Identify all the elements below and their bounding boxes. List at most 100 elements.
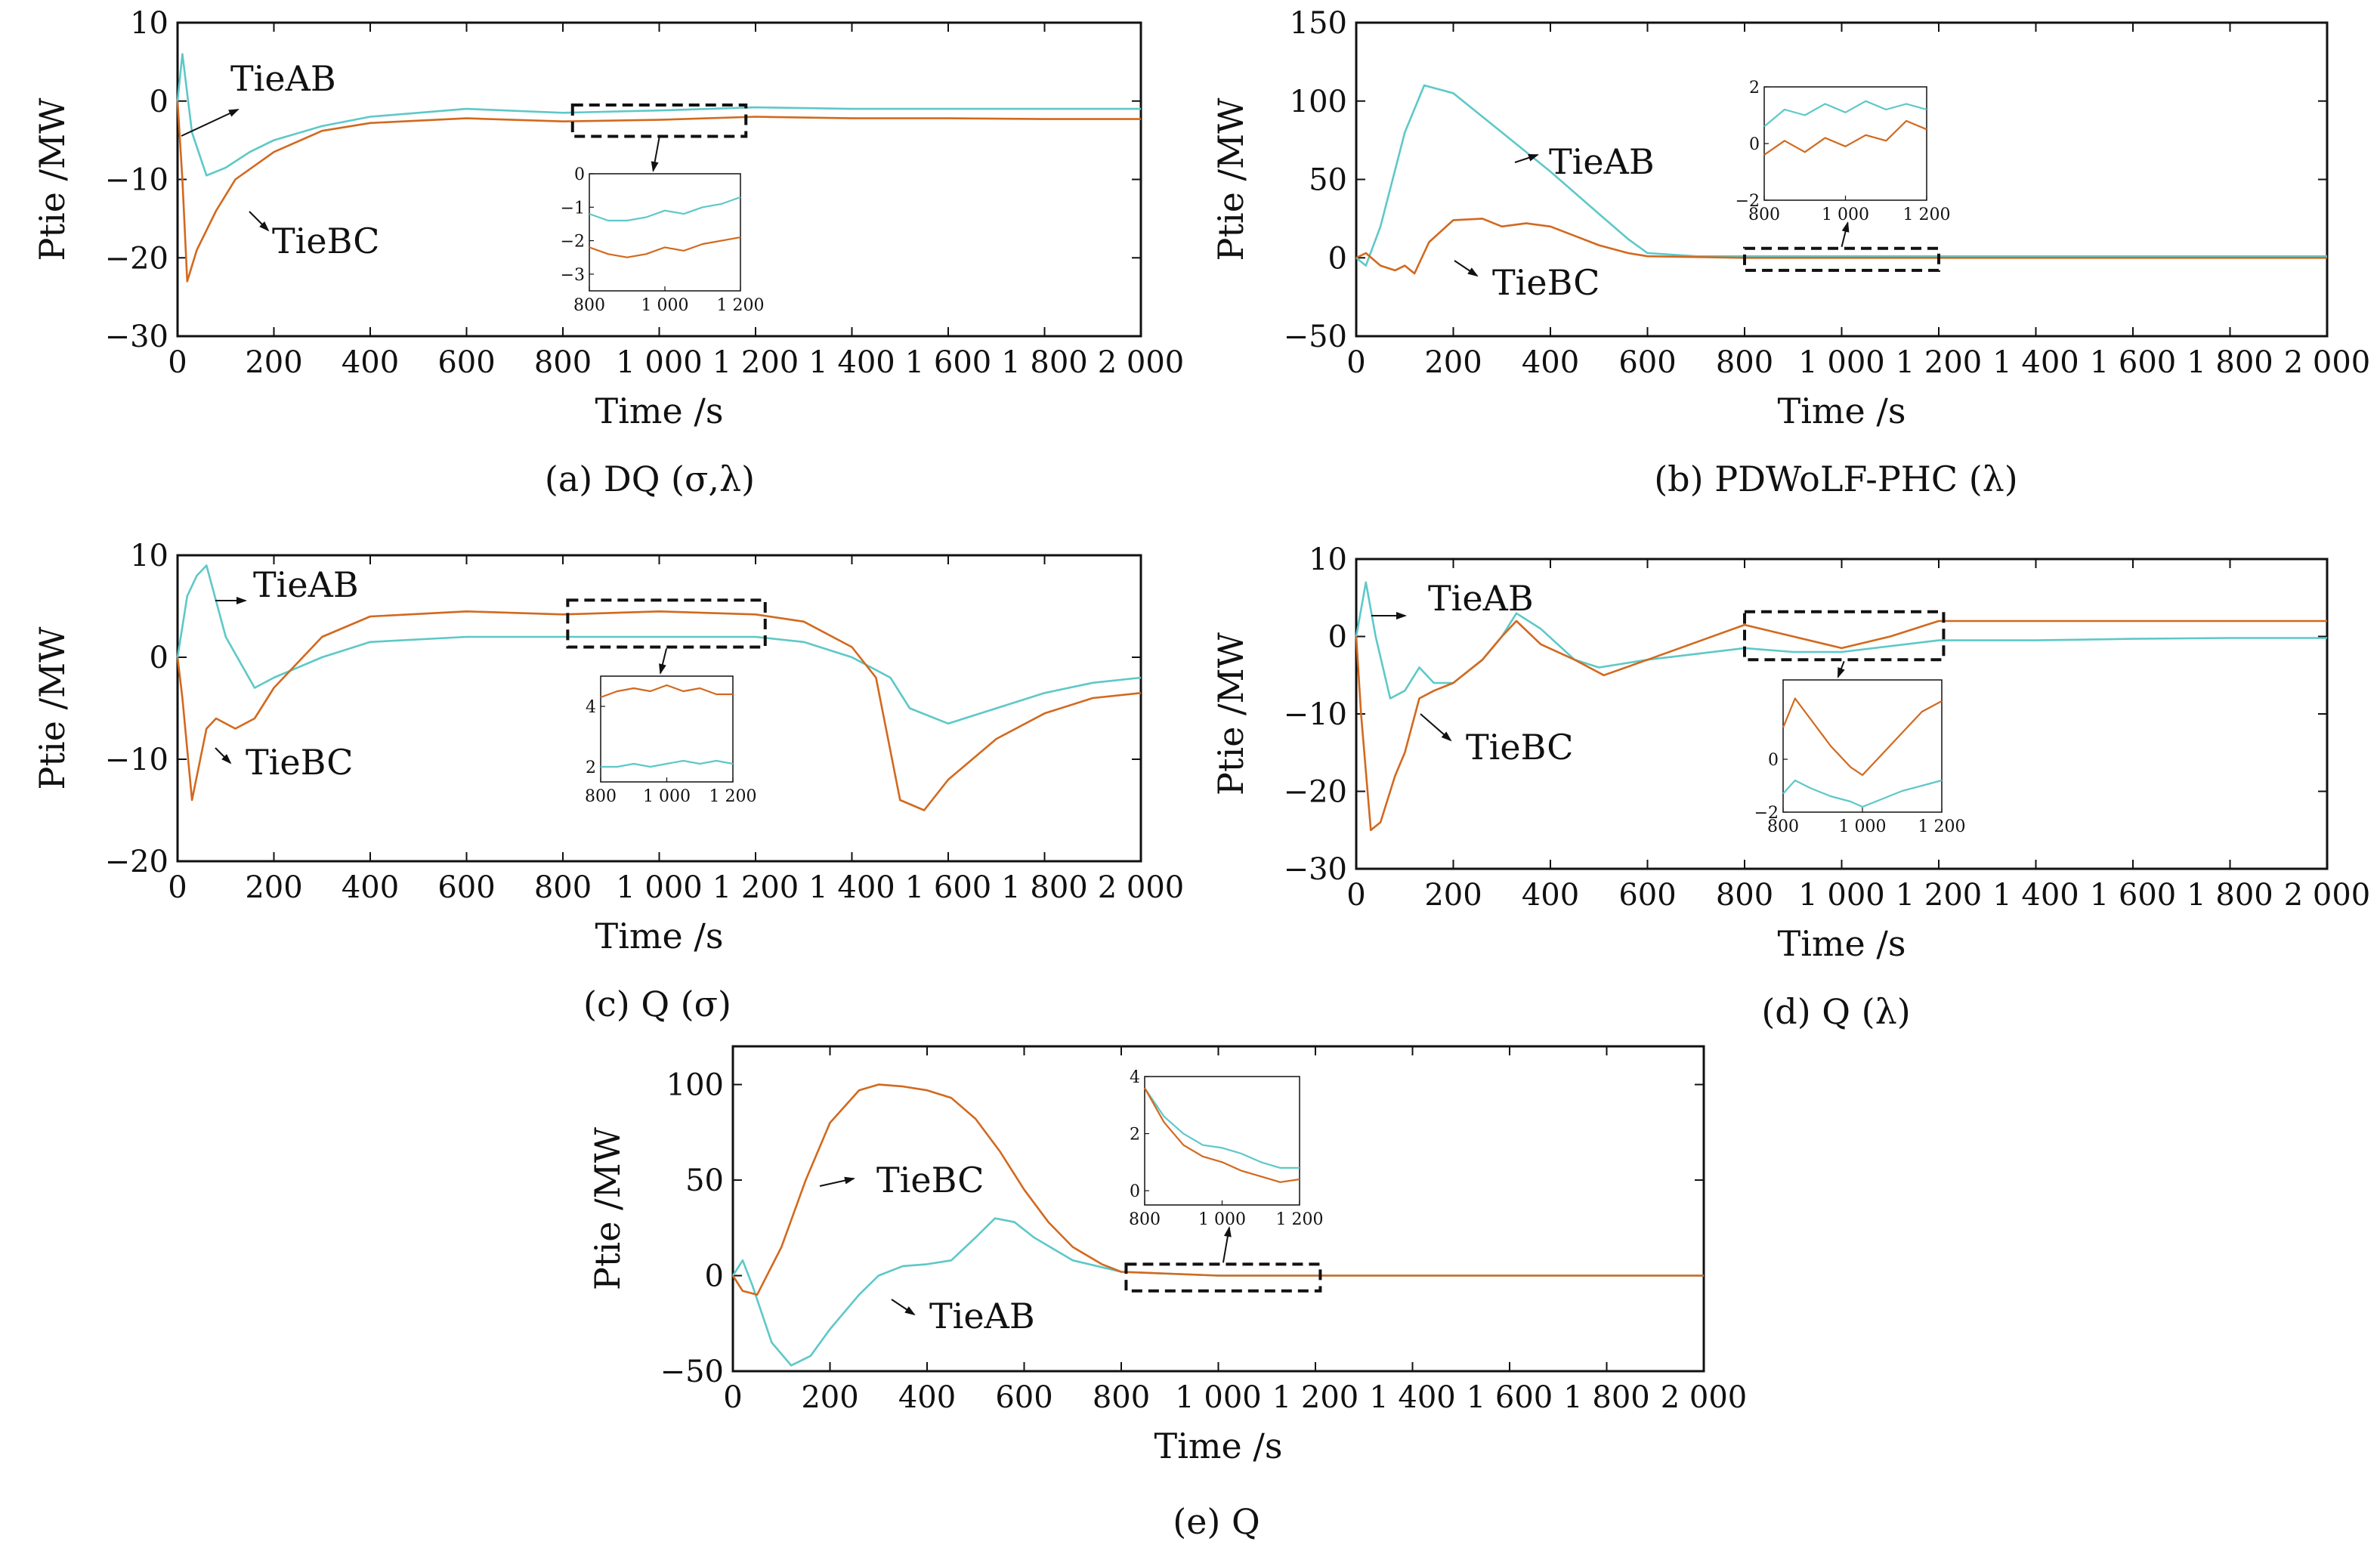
inset-y-tick-label: 0 (1749, 135, 1760, 154)
y-tick-label: −50 (660, 1355, 724, 1389)
inset-y-tick-label: 2 (586, 758, 596, 777)
inset-x-tick-label: 800 (1129, 1210, 1161, 1229)
x-tick-label: 0 (1346, 345, 1365, 380)
x-tick-label: 400 (342, 345, 399, 380)
inset-y-tick-label: 0 (574, 165, 585, 184)
panel-d: 0 200 400 600 800 1 000 1 200 1 400 1 600 1 800 2 … (1210, 542, 2370, 1032)
inset-x-tick-label: 1 200 (1903, 205, 1951, 224)
inset-x-tick-label: 1 200 (717, 296, 765, 315)
x-tick-label: 1 200 (1896, 345, 1983, 380)
x-tick-label: 1 600 (1467, 1380, 1553, 1415)
x-tick-label: 0 (1346, 878, 1365, 913)
x-tick-label: 200 (1424, 345, 1482, 380)
series-line-tiebc (176, 610, 1142, 811)
inset-y-tick-label: 0 (1768, 751, 1779, 770)
y-axis-label: Ptie /MW (1210, 97, 1251, 261)
annotation-label-tieab: TieAB (1428, 578, 1534, 619)
inset-y-tick-label: 4 (586, 698, 596, 717)
x-tick-label: 1 800 (1563, 1380, 1650, 1415)
x-tick-label: 1 800 (1001, 345, 1088, 380)
y-tick-label: 0 (1328, 620, 1347, 655)
inset-y-tick-label: 2 (1130, 1126, 1140, 1145)
inset-x-tick-label: 1 200 (1918, 817, 1966, 836)
annotation-label-tiebc: TieBC (246, 742, 353, 783)
inset-series-line-tiebc (1763, 119, 1927, 156)
annotation-label-tieab: TieAB (230, 58, 336, 99)
panel-caption: (c) Q (σ) (583, 984, 731, 1024)
x-tick-label: 2 000 (1661, 1380, 1748, 1415)
y-tick-label: −10 (1284, 697, 1347, 732)
x-tick-label: 400 (898, 1380, 956, 1415)
y-tick-label: −30 (1284, 852, 1347, 887)
x-tick-label: 1 400 (1992, 345, 2079, 380)
inset-x-tick-label: 800 (573, 296, 605, 315)
inset-e: 800 1 000 1 200 4 2 0 (1129, 1068, 1323, 1229)
x-axis-label: Time /s (1154, 1426, 1283, 1466)
y-axis-label: Ptie /MW (1210, 632, 1251, 796)
x-tick-label: 400 (342, 870, 399, 905)
x-tick-label: 1 400 (808, 870, 895, 905)
annotation-arrow (1514, 154, 1539, 163)
y-axis-label: Ptie /MW (32, 97, 73, 261)
inset-series-line-tieab (1763, 100, 1927, 128)
x-tick-label: 200 (245, 345, 302, 380)
inset-y-tick-label: 4 (1130, 1068, 1140, 1087)
inset-series-line-tieab (601, 759, 734, 768)
annotation-label-tiebc: TieBC (1492, 262, 1600, 303)
y-tick-label: 10 (130, 539, 168, 573)
annotation-arrow (891, 1299, 916, 1316)
inset-a: 800 1 000 1 200 0 −1 −2 −3 (561, 165, 765, 315)
x-tick-label: 600 (437, 345, 495, 380)
y-tick-label: 10 (130, 6, 168, 41)
panel-e: 0 200 400 600 800 1 000 1 200 1 400 1 600 1 800 2 … (587, 1045, 1748, 1542)
y-tick-label: 100 (666, 1068, 724, 1103)
x-tick-label: 600 (995, 1380, 1052, 1415)
panel-a: 0 200 400 600 800 1 000 1 200 1 400 1 600 1 800 2 … (32, 6, 1184, 499)
series-line-tiebc (1355, 218, 2327, 275)
annotation-label-tiebc: TieBC (1466, 727, 1573, 768)
annotation-label-tieab: TieAB (253, 564, 359, 605)
inset-y-tick-label: 0 (1130, 1182, 1140, 1201)
inset-x-tick-label: 1 000 (1198, 1210, 1246, 1229)
annotation-label-tiebc: TieBC (876, 1160, 984, 1200)
inset-x-tick-label: 1 000 (643, 787, 691, 806)
inset-b: 800 1 000 1 200 2 0 −2 (1736, 79, 1951, 224)
annotation-arrow (249, 211, 270, 232)
x-tick-label: 1 400 (808, 345, 895, 380)
annotation-arrow (819, 1176, 855, 1187)
y-tick-label: −30 (105, 320, 168, 354)
x-tick-label: 400 (1522, 345, 1579, 380)
x-tick-label: 1 400 (1992, 878, 2079, 913)
x-tick-label: 0 (168, 345, 187, 380)
inset-frame (589, 173, 741, 292)
x-axis-label: Time /s (1778, 923, 1906, 964)
x-tick-label: 2 000 (2284, 878, 2371, 913)
inset-series-line-tieab (1782, 779, 1943, 808)
x-tick-label: 0 (168, 870, 187, 905)
inset-series-line-tieab (589, 196, 741, 222)
annotation-label-tiebc: TieBC (272, 221, 379, 261)
y-tick-label: 50 (1309, 163, 1347, 198)
panel-c: 0 200 400 600 800 1 000 1 200 1 400 1 600 1 800 2 … (32, 539, 1184, 1024)
x-tick-label: 1 400 (1369, 1380, 1456, 1415)
x-tick-label: 200 (1424, 878, 1482, 913)
annotation-label-tieab: TieAB (929, 1296, 1035, 1336)
y-tick-label: −20 (1284, 775, 1347, 810)
zoom-box (566, 598, 767, 649)
x-tick-label: 2 000 (2284, 345, 2371, 380)
y-tick-label: −10 (105, 163, 168, 198)
x-axis-label: Time /s (595, 916, 724, 956)
inset-series-line-tiebc (1782, 697, 1943, 777)
zoom-arrow (1841, 221, 1850, 248)
x-tick-label: 200 (245, 870, 302, 905)
annotation-arrow (215, 747, 232, 765)
x-tick-label: 1 200 (712, 870, 799, 905)
y-axis-label: Ptie /MW (32, 626, 73, 790)
inset-x-tick-label: 1 000 (1839, 817, 1887, 836)
annotation-arrow (1420, 713, 1452, 742)
series-line-tiebc (1355, 619, 2327, 832)
x-tick-label: 600 (1618, 878, 1676, 913)
inset-series-line-tiebc (589, 236, 741, 258)
x-tick-label: 1 000 (1175, 1380, 1262, 1415)
inset-x-tick-label: 1 000 (1822, 205, 1869, 224)
